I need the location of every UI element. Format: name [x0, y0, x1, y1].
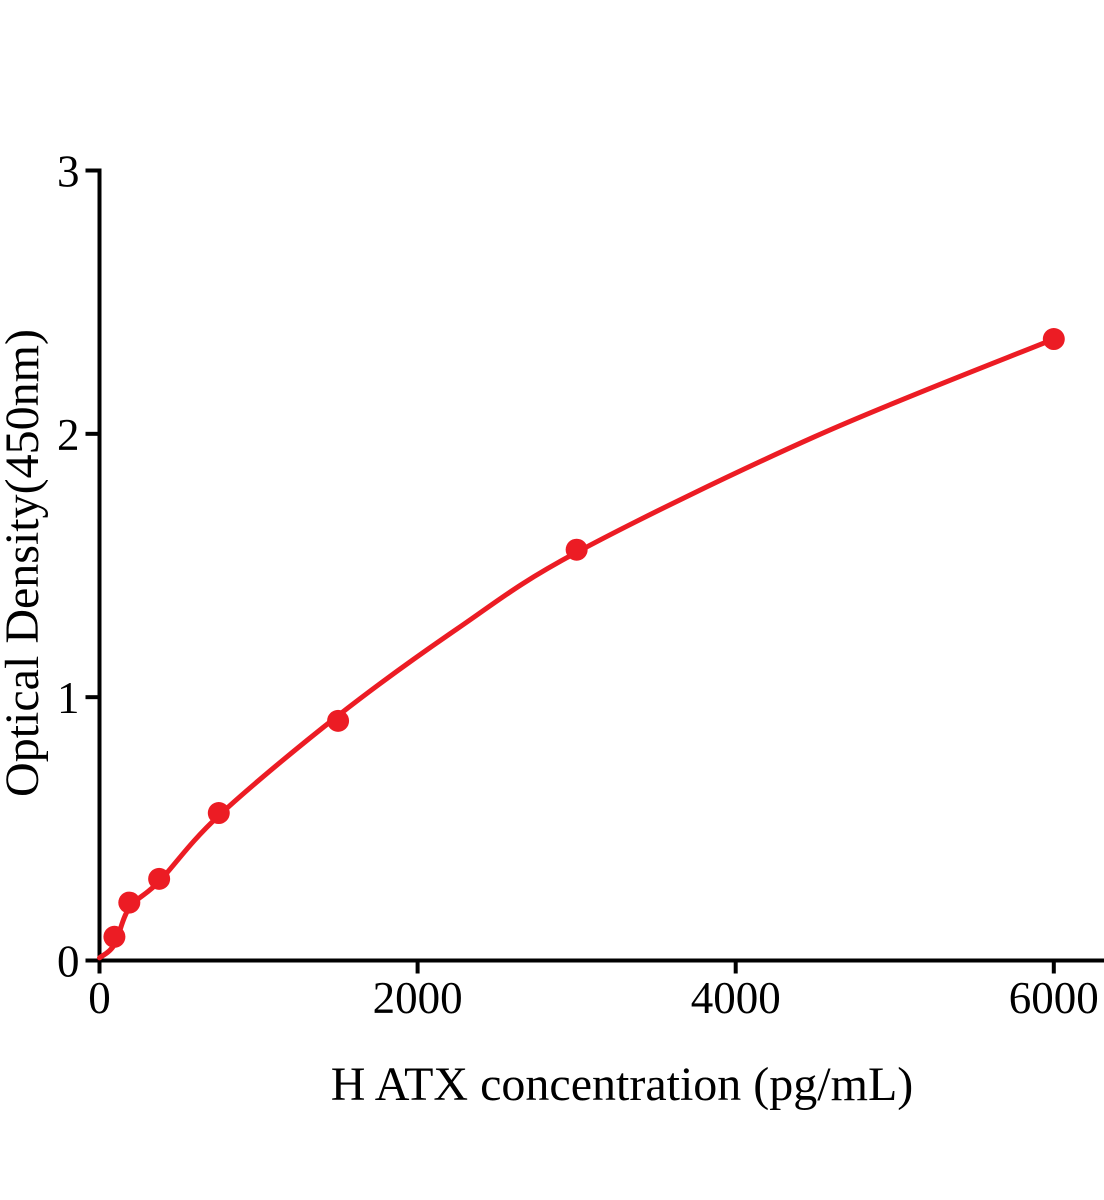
y-tick-label: 2: [57, 410, 80, 460]
x-tick-label: 4000: [691, 973, 781, 1023]
data-points: [103, 328, 1065, 948]
x-tick-label: 6000: [1009, 973, 1099, 1023]
y-tick-label: 1: [57, 673, 80, 723]
axes: [97, 168, 1104, 963]
x-axis-tick-labels: 0 2000 4000 6000: [88, 973, 1099, 1023]
x-axis-ticks: [97, 960, 1056, 974]
y-axis-tick-labels: 0 1 2 3: [57, 147, 80, 987]
data-point-marker: [327, 709, 350, 732]
data-point-marker: [565, 538, 588, 561]
data-point-marker: [148, 867, 171, 890]
data-point-marker: [207, 802, 230, 825]
y-axis-ticks: [85, 168, 100, 963]
data-point-marker: [118, 891, 141, 914]
x-tick-label: 2000: [373, 973, 463, 1023]
fit-curve-line: [97, 336, 1057, 961]
y-tick-label: 0: [57, 937, 80, 987]
y-tick-label: 3: [57, 147, 80, 197]
x-tick-label: 0: [88, 973, 111, 1023]
x-axis-title: H ATX concentration (pg/mL): [331, 1058, 914, 1111]
y-axis-title: Optical Density(450nm): [0, 329, 49, 797]
data-point-marker: [1042, 328, 1065, 351]
data-point-marker: [103, 925, 126, 948]
